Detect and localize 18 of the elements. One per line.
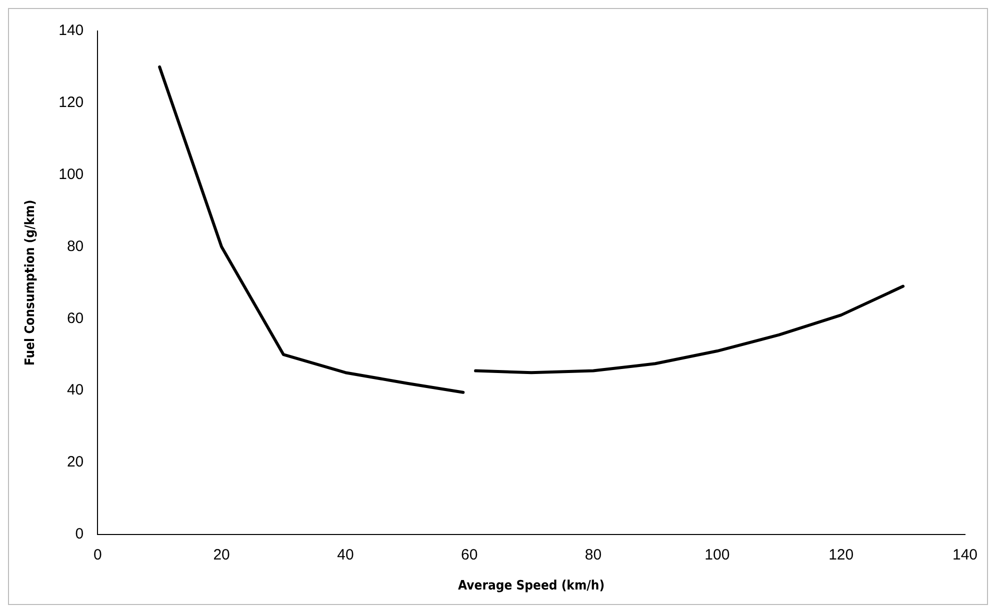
y-tick-label: 80 bbox=[66, 238, 84, 255]
x-tick-label: 0 bbox=[93, 546, 102, 564]
x-tick-label: 120 bbox=[828, 546, 854, 564]
y-tick-label: 120 bbox=[58, 94, 84, 112]
x-tick-label: 40 bbox=[337, 546, 354, 564]
x-axis-title: Average Speed (km/h) bbox=[458, 578, 605, 594]
y-tick-label: 40 bbox=[66, 382, 84, 399]
y-tick-label: 100 bbox=[58, 166, 84, 183]
x-tick-label: 80 bbox=[584, 546, 602, 564]
x-tick-label: 140 bbox=[952, 546, 978, 564]
x-tick-label: 20 bbox=[213, 546, 230, 564]
x-tick-label: 60 bbox=[461, 546, 478, 564]
y-axis-title: Fuel Consumption (g/km) bbox=[23, 200, 38, 366]
x-tick-label: 100 bbox=[704, 546, 730, 564]
y-tick-label: 140 bbox=[58, 22, 84, 40]
y-tick-label: 20 bbox=[66, 454, 84, 471]
y-tick-label: 0 bbox=[75, 526, 84, 543]
y-tick-label: 60 bbox=[66, 310, 84, 327]
